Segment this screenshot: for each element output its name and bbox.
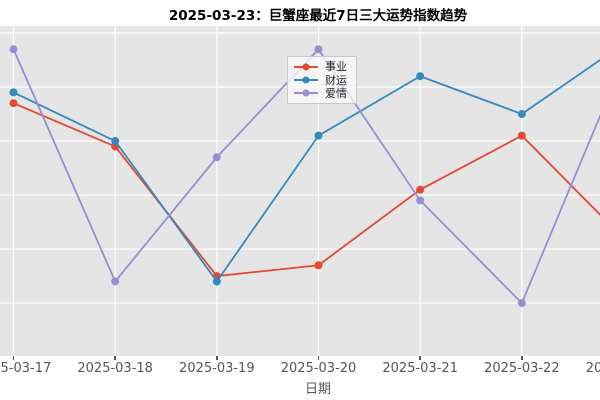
chart-title: 2025-03-23：巨蟹座最近7日三大运势指数趋势 bbox=[168, 8, 468, 24]
series-point-career bbox=[416, 185, 425, 194]
x-tick-mark bbox=[419, 356, 421, 360]
legend-entry-love: 爱情 bbox=[294, 87, 347, 100]
x-tick-label: 2025-03-17 bbox=[0, 361, 52, 376]
series-point-love bbox=[111, 277, 120, 286]
legend-label-wealth: 财运 bbox=[325, 73, 347, 87]
series-point-career bbox=[9, 99, 18, 108]
x-tick-mark bbox=[317, 356, 320, 360]
series-point-wealth bbox=[9, 88, 18, 97]
series-point-love bbox=[416, 196, 425, 205]
series-point-wealth bbox=[111, 137, 120, 146]
legend-marker-icon bbox=[302, 63, 310, 71]
legend-marker-icon bbox=[302, 76, 310, 84]
series-point-love bbox=[212, 153, 221, 162]
legend-entry-wealth: 财运 bbox=[294, 73, 347, 86]
series-point-love bbox=[314, 45, 323, 54]
legend-label-career: 事业 bbox=[325, 60, 347, 74]
series-point-wealth bbox=[416, 72, 425, 81]
legend-line-sample-wealth bbox=[294, 76, 318, 84]
x-tick-mark bbox=[216, 356, 218, 360]
series-point-love bbox=[9, 45, 18, 54]
plot-canvas bbox=[0, 26, 600, 356]
plot-area: 事业 财运 爱情 bbox=[0, 26, 600, 356]
legend-line-sample-love bbox=[294, 89, 318, 97]
series-point-love bbox=[517, 299, 526, 308]
series-point-wealth bbox=[314, 131, 323, 140]
x-tick-mark bbox=[12, 356, 15, 360]
legend-entry-career: 事业 bbox=[294, 60, 347, 73]
x-tick-label: 2025-03-22 bbox=[484, 361, 560, 376]
legend: 事业 财运 爱情 bbox=[287, 56, 357, 105]
x-axis-label: 日期 bbox=[304, 382, 332, 397]
x-tick-label: 2025-03-19 bbox=[179, 361, 255, 376]
x-tick-mark bbox=[114, 356, 116, 360]
x-tick-label: 2025-03-18 bbox=[77, 361, 153, 376]
series-point-career bbox=[517, 131, 526, 140]
series-point-wealth bbox=[517, 110, 526, 119]
x-tick-mark bbox=[521, 356, 523, 360]
x-tick-label: 2025-03-21 bbox=[382, 361, 458, 376]
x-tick-label: 2025-03-23 bbox=[585, 361, 600, 376]
series-point-wealth bbox=[212, 277, 221, 286]
series-point-career bbox=[314, 261, 323, 270]
legend-label-love: 爱情 bbox=[325, 86, 347, 100]
legend-line-sample-career bbox=[294, 63, 318, 71]
x-tick-label: 2025-03-20 bbox=[280, 361, 357, 376]
legend-marker-icon bbox=[302, 89, 310, 97]
